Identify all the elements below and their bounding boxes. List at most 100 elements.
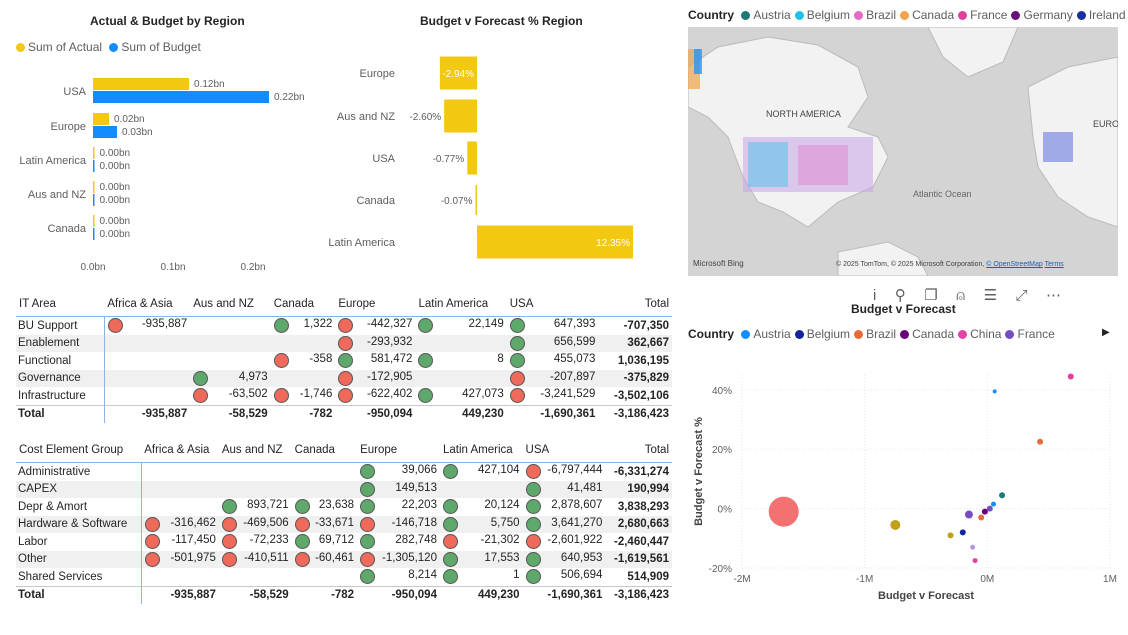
column-header[interactable]: Africa & Asia — [141, 438, 219, 463]
table-cell: -3,241,529 — [507, 387, 599, 405]
legend-marker — [741, 11, 751, 20]
row-label: Hardware & Software — [16, 515, 142, 533]
table-row[interactable]: Enablement -293,932 656,599 362,667 — [16, 334, 672, 352]
cell-value: -410,511 — [244, 551, 289, 564]
cell-value: -60,461 — [315, 551, 355, 564]
legend-item-brazil[interactable]: Brazil — [854, 327, 896, 341]
legend-item-austria[interactable]: Austria — [741, 327, 791, 341]
column-header[interactable]: Europe — [357, 438, 440, 463]
legend-item-austria[interactable]: Austria — [741, 8, 791, 22]
column-header[interactable]: Cost Element Group — [16, 438, 142, 463]
cell-value: -207,897 — [549, 370, 596, 383]
column-header[interactable]: Latin America — [415, 292, 507, 317]
forecast-category-label: Europe — [360, 68, 395, 80]
cell-value: 455,073 — [553, 353, 596, 366]
column-header[interactable]: Total — [598, 292, 672, 317]
column-header[interactable]: Canada — [270, 292, 336, 317]
map-visual[interactable]: NORTH AMERICA Atlantic Ocean EURO Micros… — [688, 27, 1118, 276]
column-header[interactable]: Africa & Asia — [104, 292, 191, 317]
green-indicator-icon — [525, 551, 541, 567]
table-row[interactable]: CAPEX 149,513 41,481 190,994 — [16, 480, 672, 498]
column-header[interactable]: USA — [506, 292, 599, 317]
bar-data-label: 0.22bn — [274, 92, 305, 103]
map-canvas — [688, 27, 1118, 276]
table-row[interactable]: Labor -117,450 -72,233 69,712 282,748 -21,302… — [16, 533, 672, 551]
column-header[interactable]: USA — [522, 438, 606, 463]
legend-item-canada[interactable]: Canada — [900, 8, 954, 22]
legend-item-belgium[interactable]: Belgium — [794, 8, 850, 22]
legend-item-france[interactable]: France — [1005, 327, 1055, 341]
bar-budget — [93, 194, 95, 206]
table-cell: -146,718 — [357, 515, 440, 533]
bell-icon[interactable]: ⍝ — [956, 287, 966, 304]
green-indicator-icon — [509, 335, 525, 351]
legend-item-canada[interactable]: Canada — [900, 327, 954, 341]
table-cell — [141, 498, 219, 516]
bar-x-tick: 0.1bn — [160, 262, 185, 273]
bar-category-label: Latin America — [19, 155, 87, 167]
copy-icon[interactable]: ❐ — [924, 287, 938, 304]
table-cell: 39,066 — [357, 463, 440, 481]
scatter-legend-next-icon[interactable]: ▶ — [1102, 327, 1110, 338]
bar-category-label: Europe — [51, 121, 86, 133]
legend-label: Canada — [912, 327, 955, 341]
bar-data-label: 0.00bn — [100, 161, 131, 172]
bar-data-label: 0.00bn — [100, 148, 131, 159]
info-icon[interactable]: i — [873, 287, 877, 304]
legend-item-germany[interactable]: Germany — [1011, 8, 1073, 22]
column-header[interactable]: Canada — [291, 438, 358, 463]
red-indicator-icon — [338, 370, 354, 386]
bar-budget — [93, 160, 95, 172]
more-options-icon[interactable]: ⋯ — [1046, 287, 1061, 304]
red-indicator-icon — [193, 388, 209, 404]
table-row[interactable]: Administrative 39,066 427,104 -6,797,444 -6,… — [16, 462, 672, 481]
table-row[interactable]: Depr & Amort 893,721 23,638 22,203 20,124 2,8… — [16, 498, 672, 516]
column-header[interactable]: Total — [605, 438, 672, 463]
scatter-point — [959, 529, 966, 536]
column-header[interactable]: Latin America — [439, 438, 523, 463]
focus-mode-icon[interactable]: ⤢ — [1015, 287, 1028, 304]
cell-value: -316,462 — [170, 516, 216, 529]
legend-item-china[interactable]: China — [958, 327, 1001, 341]
row-total: -375,829 — [598, 369, 672, 387]
osm-link[interactable]: © OpenStreetMap — [986, 261, 1043, 268]
table-row[interactable]: BU Support -935,887 1,322 -442,327 22,149 647… — [16, 316, 672, 335]
column-header[interactable]: Aus and NZ — [190, 292, 271, 317]
table-row[interactable]: Functional -358 581,472 8 455,073 1,036,195 — [16, 352, 672, 370]
scatter-point — [986, 505, 993, 512]
pin-icon[interactable]: ⚲ — [894, 287, 906, 304]
column-header[interactable]: IT Area — [16, 292, 105, 317]
terms-link[interactable]: Terms — [1044, 261, 1064, 268]
legend-item-brazil[interactable]: Brazil — [854, 8, 896, 22]
table-row[interactable]: Other -501,975 -410,511 -60,461 -1,305,120 17… — [16, 550, 672, 568]
legend-item-france[interactable]: France — [958, 8, 1007, 22]
table-cell: 427,073 — [415, 387, 506, 405]
legend-label: Brazil — [866, 8, 897, 22]
legend-item-ireland[interactable]: Ireland — [1076, 8, 1126, 22]
row-total: 362,667 — [598, 334, 672, 352]
total-cell: -1,690,361 — [506, 404, 599, 423]
filter-icon[interactable]: ☰ — [983, 287, 998, 304]
table-cell — [270, 334, 336, 352]
row-label: Enablement — [16, 334, 105, 352]
visual-toolbar: i ⚲ ❐ ⍝ ☰ ⤢ ⋯ — [873, 286, 1075, 305]
table-row[interactable]: Infrastructure -63,502 -1,746 -622,402 427,0… — [16, 387, 672, 405]
table-row[interactable]: Hardware & Software -316,462 -469,506 -33,6… — [16, 515, 672, 533]
table-row[interactable]: Governance 4,973 -172,905 -207,897 -375,829 — [16, 369, 672, 387]
table-row[interactable]: Shared Services 8,214 1 506,694 514,909 — [16, 568, 672, 586]
red-indicator-icon — [525, 464, 541, 480]
legend-actual[interactable]: Sum of Actual — [16, 40, 102, 54]
legend-budget[interactable]: Sum of Budget — [109, 40, 201, 54]
legend-marker — [794, 330, 804, 339]
column-header[interactable]: Aus and NZ — [218, 438, 292, 463]
forecast-data-label: -2.60% — [409, 112, 441, 123]
table-cell — [141, 568, 219, 586]
legend-item-belgium[interactable]: Belgium — [794, 327, 850, 341]
green-indicator-icon — [525, 499, 541, 515]
cell-value: 3,641,270 — [551, 516, 603, 529]
table-cell — [219, 568, 292, 586]
table-cell: 23,638 — [292, 498, 357, 516]
row-label: CAPEX — [16, 480, 142, 498]
bing-logo: Microsoft Bing — [693, 259, 744, 268]
column-header[interactable]: Europe — [335, 292, 416, 317]
